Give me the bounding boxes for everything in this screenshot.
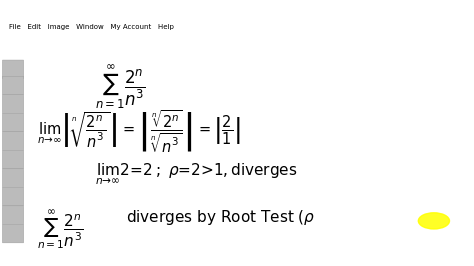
- Text: $\sum_{n=1}^{\infty} \dfrac{2^n}{n^3}$: $\sum_{n=1}^{\infty} \dfrac{2^n}{n^3}$: [37, 208, 83, 252]
- Circle shape: [418, 213, 449, 229]
- FancyBboxPatch shape: [2, 132, 24, 150]
- Text: $\mathrm{diverges\ by\ Root\ Test\ (}\rho$: $\mathrm{diverges\ by\ Root\ Test\ (}\rh…: [127, 208, 316, 227]
- Text: File   Edit   Image   Window   My Account   Help: File Edit Image Window My Account Help: [9, 24, 174, 30]
- Text: $\lim_{n \to \infty} 2 = 2 \; ; \; \rho = 2 > 1, \mathrm{diverges}$: $\lim_{n \to \infty} 2 = 2 \; ; \; \rho …: [95, 162, 298, 187]
- FancyBboxPatch shape: [2, 224, 24, 243]
- FancyBboxPatch shape: [2, 113, 24, 132]
- FancyBboxPatch shape: [2, 187, 24, 206]
- FancyBboxPatch shape: [2, 60, 24, 78]
- Text: $\sum_{n=1}^{\infty} \dfrac{2^n}{n^3}$: $\sum_{n=1}^{\infty} \dfrac{2^n}{n^3}$: [95, 62, 146, 111]
- FancyBboxPatch shape: [2, 150, 24, 169]
- FancyBboxPatch shape: [2, 76, 24, 95]
- Text: $\lim_{n \to \infty} \left| \sqrt[n]{\dfrac{2^n}{n^3}} \right| = \left| \dfrac{\: $\lim_{n \to \infty} \left| \sqrt[n]{\df…: [37, 109, 241, 155]
- FancyBboxPatch shape: [2, 169, 24, 187]
- Text: Autodesk Sketchbook - Untitled @ 100.7%: Autodesk Sketchbook - Untitled @ 100.7%: [9, 6, 158, 13]
- FancyBboxPatch shape: [2, 95, 24, 113]
- FancyBboxPatch shape: [2, 206, 24, 224]
